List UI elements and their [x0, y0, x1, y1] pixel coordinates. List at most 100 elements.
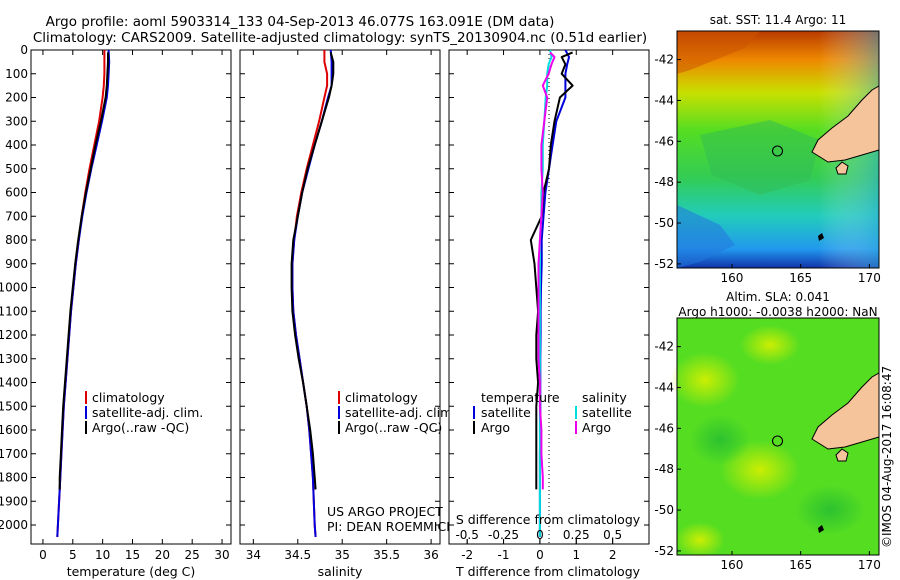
y-tick-label: 800: [5, 233, 28, 247]
y-tick-label: 1500: [0, 399, 28, 413]
map-y-tick-label: -48: [654, 462, 674, 476]
difference-y-ticks: [449, 49, 649, 526]
salinity-x-axis: 34 34.5 35 35.5 36: [246, 50, 439, 562]
y-tick-label: 1900: [0, 494, 28, 508]
map-y-tick-label: -48: [654, 175, 674, 189]
legend-label-satellite: satellite-adj. clim.: [345, 405, 456, 420]
map-x-tick-label: 165: [789, 271, 812, 285]
x-tick-label: 35.5: [373, 548, 400, 562]
map-y-tick-label: -46: [654, 421, 674, 435]
t-difference-axis-label: T difference from climatology: [455, 564, 641, 579]
y-tick-label: 300: [5, 114, 28, 128]
map-x-tick-label: 170: [858, 271, 881, 285]
depth-axis: 0 100 200 300 400 500 600 700 800 900 1000 1100 1200…: [0, 43, 231, 532]
series-line-temperature-argo: [529, 51, 574, 490]
map-y-tick-label: -52: [654, 544, 674, 558]
x-tick-label: 0: [39, 548, 47, 562]
y-tick-label: 900: [5, 257, 28, 271]
map-y-tick-label: -46: [654, 134, 674, 148]
imos-timestamp: ©IMOS 04-Aug-2017 16:08:47: [880, 366, 894, 548]
x-tick-label: 1: [572, 548, 580, 562]
stewart-island: [835, 448, 849, 462]
salinity-y-ticks: [240, 49, 440, 526]
profile-location-marker: [771, 145, 784, 157]
x-tick-label: 35: [335, 548, 350, 562]
sla-map-panel: Altim. SLA: 0.041 Argo h1000: -0.0038 h2…: [654, 290, 880, 572]
y-tick-label: 500: [5, 162, 28, 176]
map-y-tick-label: -50: [654, 503, 674, 517]
salinity-legend: climatology satellite-adj. clim. Argo(..…: [338, 390, 456, 435]
x-tick-label: 0.5: [603, 528, 622, 542]
sst-map-frame: [676, 30, 880, 269]
difference-panel: -2 -1 0 1 2 -0.5 -0.25 0 0.25 0.5 S difference f…: [448, 49, 650, 579]
series-line-salinity-satellite: [538, 49, 553, 537]
map-y-tick-label: -42: [654, 53, 674, 67]
x-tick-label: -2: [461, 548, 473, 562]
figure-title-line2: Climatology: CARS2009. Satellite-adjuste…: [33, 30, 647, 46]
project-note-line1: US ARGO PROJECT: [327, 504, 443, 519]
profile-location-marker: [771, 435, 784, 447]
x-tick-label: 0: [536, 548, 544, 562]
x-tick-label: 15: [125, 548, 140, 562]
y-tick-label: 1600: [0, 423, 28, 437]
sst-green-tongue: [700, 120, 820, 195]
map-x-tick-label: 160: [721, 558, 744, 572]
legend-label-climatology: climatology: [92, 390, 165, 405]
map-x-tick-label: 160: [721, 271, 744, 285]
sla-map-title-line1: Altim. SLA: 0.041: [726, 290, 830, 304]
y-tick-label: 1200: [0, 328, 28, 342]
legend-label-s-satellite: satellite: [582, 405, 632, 420]
sla-low-blob: [795, 485, 865, 535]
sla-map-axes: 160 165 170 -42 -44 -46 -48 -50 -52: [654, 340, 880, 572]
legend-title-salinity: salinity: [582, 390, 627, 405]
legend-label-t-satellite: satellite: [481, 405, 531, 420]
salinity-axis-label: salinity: [318, 564, 363, 579]
map-y-tick-label: -44: [654, 380, 674, 394]
new-zealand-land: [811, 372, 880, 450]
temperature-plot-frame: [30, 49, 232, 545]
islet: [818, 233, 824, 241]
project-note-line2: PI: DEAN ROEMMICH: [327, 519, 456, 534]
x-tick-label: 34.5: [284, 548, 311, 562]
s-difference-x-axis: -0.5 -0.25 0 0.25 0.5: [455, 528, 622, 544]
sla-low-blob: [690, 415, 750, 465]
y-tick-label: 1000: [0, 281, 28, 295]
y-tick-label: 0: [20, 43, 28, 57]
x-tick-label: 36: [423, 548, 438, 562]
y-tick-label: 1700: [0, 447, 28, 461]
salinity-plot-frame: [239, 49, 441, 545]
map-y-tick-label: -42: [654, 340, 674, 354]
legend-label-t-argo: Argo: [481, 420, 510, 435]
x-tick-label: 20: [155, 548, 170, 562]
sla-high-blob: [740, 325, 800, 365]
sst-cool-patch: [677, 205, 735, 268]
legend-label-s-argo: Argo: [582, 420, 611, 435]
y-tick-label: 400: [5, 138, 28, 152]
legend-title-temperature: temperature: [481, 390, 560, 405]
sst-map-axes: 160 165 170 -42 -44 -46 -48 -50 -52: [654, 53, 880, 285]
temperature-axis-label: temperature (deg C): [67, 564, 196, 579]
sla-high-blob: [670, 352, 740, 408]
legend-label-argo: Argo(..raw -QC): [92, 420, 189, 435]
x-tick-label: -0.25: [488, 528, 519, 542]
x-tick-label: 5: [69, 548, 77, 562]
sla-high-blob: [675, 522, 725, 558]
x-tick-label: 0.25: [563, 528, 590, 542]
series-line-argo-raw-qc-: [290, 52, 335, 490]
temperature-panel: 0100200300400500600700800900100011001200…: [0, 43, 232, 579]
temperature-curves: [56, 49, 111, 537]
temperature-x-axis: 0 5 10 15 20 25 30: [39, 50, 230, 562]
y-tick-label: 2000: [0, 518, 28, 532]
sst-warm-patch: [677, 31, 760, 74]
salinity-curves: [290, 49, 335, 537]
islet: [818, 525, 824, 533]
figure-title-line1: Argo profile: aoml 5903314_133 04-Sep-20…: [46, 14, 555, 30]
x-tick-label: 2: [609, 548, 617, 562]
y-tick-label: 1300: [0, 352, 28, 366]
sla-map-title-line2: Argo h1000: -0.0038 h2000: NaN: [678, 305, 877, 319]
temperature-legend: climatology satellite-adj. clim. Argo(..…: [85, 390, 203, 435]
map-x-tick-label: 165: [789, 558, 812, 572]
legend-label-argo: Argo(..raw -QC): [345, 420, 442, 435]
series-line-argo-raw-qc-: [58, 52, 109, 490]
